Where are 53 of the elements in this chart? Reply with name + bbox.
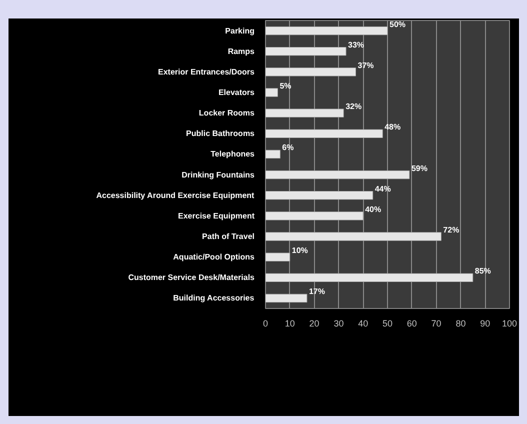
y-tick-label: Customer Service Desk/Materials <box>128 273 256 282</box>
bar <box>266 294 308 303</box>
y-tick-label: Path of Travel <box>202 232 255 241</box>
data-label: 10% <box>292 246 308 256</box>
bar <box>266 273 474 282</box>
data-label: 85% <box>474 266 491 276</box>
bar <box>266 252 290 262</box>
data-label: 6% <box>282 143 294 152</box>
x-tick-label: 70 <box>431 318 442 328</box>
bar <box>266 108 344 118</box>
x-tick-label: 50 <box>382 318 393 328</box>
bar <box>266 232 442 241</box>
bar <box>266 212 364 220</box>
x-tick-label: 20 <box>309 318 320 328</box>
x-tick-label: 40 <box>358 318 368 328</box>
data-label: 40% <box>365 204 382 214</box>
bar <box>266 150 280 159</box>
bar <box>266 190 374 200</box>
x-tick-label: 80 <box>456 318 466 328</box>
bar <box>266 68 356 76</box>
data-label: 17% <box>308 287 325 296</box>
data-label: 5% <box>280 82 292 90</box>
y-tick-label: Exercise Equipment <box>178 211 255 220</box>
bar <box>266 129 383 138</box>
bar <box>266 88 278 97</box>
y-tick-label: Parking <box>225 26 255 36</box>
y-tick-label: Ramps <box>228 46 256 56</box>
y-tick-label: Accessibility Around Exercise Equipment <box>96 190 255 200</box>
y-tick-label: Telephones <box>210 150 256 159</box>
data-label: 32% <box>346 102 362 112</box>
data-label: 50% <box>390 20 406 29</box>
x-tick-label: 0 <box>262 318 268 328</box>
x-tick-label: 60 <box>406 318 417 328</box>
y-tick-label: Exterior Entrances/Doors <box>158 67 256 76</box>
data-label: 72% <box>443 226 460 234</box>
y-tick-label: Aquatic/Pool Options <box>173 252 256 262</box>
data-label: 44% <box>374 184 391 194</box>
y-tick-label: Drinking Fountains <box>182 170 256 180</box>
y-tick-label: Locker Rooms <box>198 108 256 118</box>
bar <box>266 46 346 56</box>
x-tick-label: 100 <box>502 318 518 328</box>
x-tick-label: 30 <box>334 318 344 328</box>
data-label: 33% <box>348 40 364 50</box>
y-tick-label: Public Bathrooms <box>186 129 256 138</box>
data-label: 37% <box>358 60 374 70</box>
data-label: 48% <box>384 122 401 132</box>
bar <box>266 26 388 36</box>
y-tick-label: Elevators <box>218 88 256 97</box>
bar <box>266 170 410 180</box>
data-label: 59% <box>411 164 428 173</box>
y-tick-label: Building Accessories <box>173 294 255 303</box>
x-tick-label: 90 <box>480 318 490 328</box>
x-tick-label: 10 <box>284 318 295 328</box>
